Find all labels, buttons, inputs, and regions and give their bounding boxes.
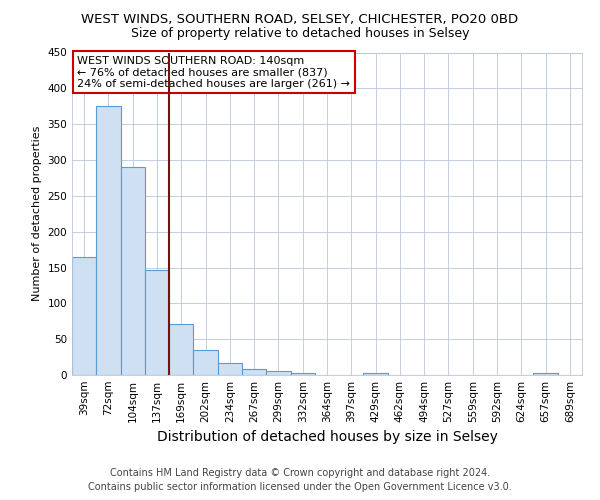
Bar: [533, 373, 558, 375]
Bar: [72, 257, 96, 375]
Text: WEST WINDS, SOUTHERN ROAD, SELSEY, CHICHESTER, PO20 0BD: WEST WINDS, SOUTHERN ROAD, SELSEY, CHICH…: [82, 12, 518, 26]
Bar: [121, 167, 145, 375]
Bar: [242, 370, 266, 375]
Bar: [290, 373, 315, 375]
Text: WEST WINDS SOUTHERN ROAD: 140sqm
← 76% of detached houses are smaller (837)
24% : WEST WINDS SOUTHERN ROAD: 140sqm ← 76% o…: [77, 56, 350, 89]
X-axis label: Distribution of detached houses by size in Selsey: Distribution of detached houses by size …: [157, 430, 497, 444]
Text: Contains HM Land Registry data © Crown copyright and database right 2024.
Contai: Contains HM Land Registry data © Crown c…: [88, 468, 512, 492]
Y-axis label: Number of detached properties: Number of detached properties: [32, 126, 42, 302]
Bar: [96, 106, 121, 375]
Text: Size of property relative to detached houses in Selsey: Size of property relative to detached ho…: [131, 28, 469, 40]
Bar: [266, 372, 290, 375]
Bar: [145, 270, 169, 375]
Bar: [364, 373, 388, 375]
Bar: [193, 350, 218, 375]
Bar: [218, 363, 242, 375]
Bar: [169, 324, 193, 375]
